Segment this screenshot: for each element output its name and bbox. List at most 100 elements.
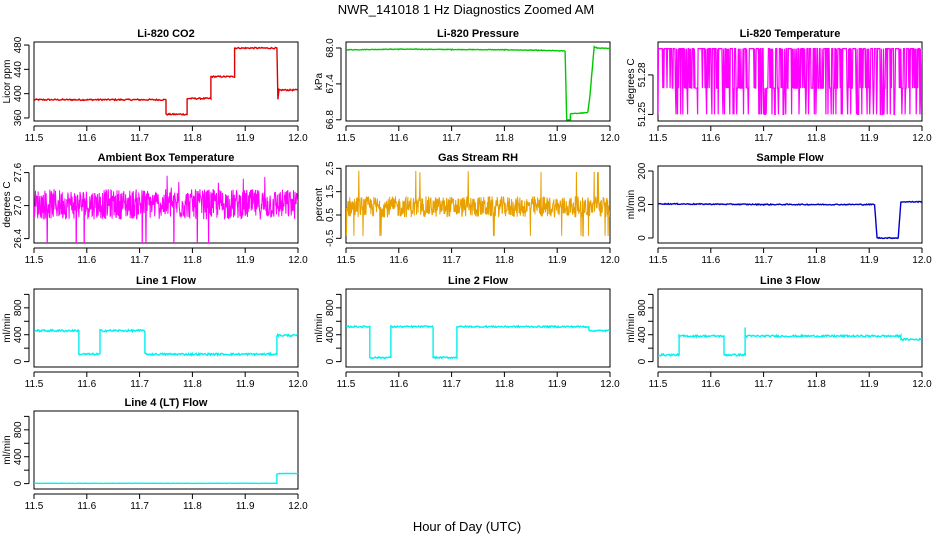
panel-7-y-axis-label: ml/min [2,313,13,342]
panel-5-xtick-label: 12.0 [600,255,620,266]
panel-9-xtick-label: 11.5 [649,379,668,390]
panel-5-line [346,170,610,237]
panel-1-xtick-label: 11.7 [130,133,149,144]
panel-6-line [658,200,922,240]
panel-3-xtick-label: 11.7 [754,133,773,144]
panel-7-series [34,328,298,357]
panel-6-xtick-label: 11.8 [807,255,826,266]
panel-3-y-axis-label: degrees C [626,58,637,104]
panel-2-ytick-label: 67.4 [325,74,336,94]
panel-1-xtick-label: 11.9 [236,133,255,144]
panel-8-xtick-label: 11.6 [389,379,408,390]
panel-7-line [34,328,298,357]
panel-10-xtick-label: 11.7 [130,501,149,512]
panel-5-xtick-label: 11.9 [548,255,567,266]
panel-4-xtick-label: 11.9 [236,255,255,266]
panel-6-ytick-label: 0 [637,235,648,241]
panel-5-ytick-label: -0.5 [325,229,336,247]
panel-1-ytick-label: 400 [13,85,24,102]
panel-5-y-axis-label: percent [314,188,325,222]
panel-8-frame [345,288,611,368]
panel-1-line [34,46,298,116]
panel-4-xtick-label: 11.6 [77,255,96,266]
panel-5-xtick-label: 11.7 [442,255,461,266]
panel-7-xtick-label: 11.9 [236,379,255,390]
panel-10-xtick-label: 11.8 [183,501,202,512]
panel-3-xtick-label: 11.6 [701,133,720,144]
panel-3-x-axis: 11.5 11.6 11.7 11.8 11.9 12.0 [649,125,932,144]
panel-10-ytick-label: 800 [13,421,24,438]
panel-5-xtick-label: 11.6 [389,255,408,266]
panel-7-ytick-label: 800 [13,299,24,316]
panel-5-frame [345,165,611,244]
figure-title: NWR_141018 1 Hz Diagnostics Zoomed AM [338,2,595,17]
panel-2-y-axis: 66.8 67.4 68.0 [325,38,342,130]
panel-10-xtick-label: 11.5 [25,501,44,512]
panel-2-frame [345,41,611,122]
panel-2-line [346,45,610,121]
panel-7-xtick-label: 11.6 [77,379,96,390]
panel-3-ytick-label: 51.28 [637,62,648,87]
panel-6-xtick-label: 12.0 [912,255,932,266]
panel-1-series [34,46,298,116]
panel-9-x-axis: 11.5 11.6 11.7 11.8 11.9 12.0 [649,371,932,390]
panel-5-ytick-label: 1.5 [325,184,336,198]
panel-9-xtick-label: 11.8 [807,379,826,390]
panel-7-xtick-label: 11.8 [183,379,202,390]
panel-10-line [34,472,298,485]
panel-3-xtick-label: 11.5 [649,133,668,144]
panel-5-series [346,170,610,237]
panel-3-xtick-label: 11.9 [860,133,879,144]
panel-1-xtick-label: 12.0 [288,133,308,144]
panel-5-ytick-label: 0.5 [325,208,336,222]
panel-2-ytick-label: 66.8 [325,110,336,130]
panel-9-ytick-label: 800 [637,299,648,316]
panel-9: Line 3 Flow 11.5 11.6 11.7 11.8 11.9 12.0 0 400 8… [626,275,932,390]
panel-5-x-axis: 11.5 11.6 11.7 11.8 11.9 12.0 [337,247,620,266]
panel-4-line [34,175,298,243]
panel-2-xtick-label: 11.8 [495,133,514,144]
panel-6-title: Sample Flow [756,152,824,164]
panel-6-xtick-label: 11.6 [701,255,720,266]
panel-9-xtick-label: 11.6 [701,379,720,390]
panel-2-xtick-label: 11.9 [548,133,567,144]
panel-10-xtick-label: 12.0 [288,501,308,512]
panel-6-xtick-label: 11.9 [860,255,879,266]
panel-3-y-axis: 51.25 51.28 [637,62,654,127]
panel-3-series [658,48,922,115]
panel-4-xtick-label: 11.5 [25,255,44,266]
panel-6-y-axis: 0 100 200 [637,162,654,241]
panel-9-xtick-label: 12.0 [912,379,932,390]
panel-3-xtick-label: 11.8 [807,133,826,144]
panel-4-ytick-label: 27.6 [13,162,24,182]
panel-6-ytick-label: 200 [637,162,648,179]
panel-1-xtick-label: 11.5 [25,133,44,144]
panel-10-y-axis: 0 400 800 [13,415,30,486]
panel-5-xtick-label: 11.5 [337,255,356,266]
panel-8-y-axis: 0 400 800 [325,293,342,364]
panel-1-title: Li-820 CO2 [137,28,194,40]
panel-8-x-axis: 11.5 11.6 11.7 11.8 11.9 12.0 [337,371,620,390]
panel-9-y-axis: 0 400 800 [637,293,654,364]
panel-8-y-axis-label: ml/min [314,313,325,342]
panel-2-title: Li-820 Pressure [437,28,519,40]
panel-9-line [658,327,922,357]
panel-7-xtick-label: 11.5 [25,379,44,390]
panel-8-xtick-label: 12.0 [600,379,620,390]
panel-10-xtick-label: 11.9 [236,501,255,512]
panel-10-frame [33,410,299,490]
figure-x-axis-label: Hour of Day (UTC) [413,519,521,534]
panel-2-xtick-label: 12.0 [600,133,620,144]
panel-1-frame [33,41,299,122]
panel-7-xtick-label: 12.0 [288,379,308,390]
panel-6-xtick-label: 11.7 [754,255,773,266]
panel-1-ytick-label: 480 [13,36,24,53]
panel-7-xtick-label: 11.7 [130,379,149,390]
panel-4-y-axis-label: degrees C [2,181,13,227]
panel-4-ytick-label: 27.0 [13,195,24,215]
panel-4-series [34,175,298,243]
panel-5-y-axis: -0.5 0.5 1.5 2.5 [325,161,342,247]
panel-2-x-axis: 11.5 11.6 11.7 11.8 11.9 12.0 [337,125,620,144]
panel-10-y-axis-label: ml/min [2,435,13,464]
